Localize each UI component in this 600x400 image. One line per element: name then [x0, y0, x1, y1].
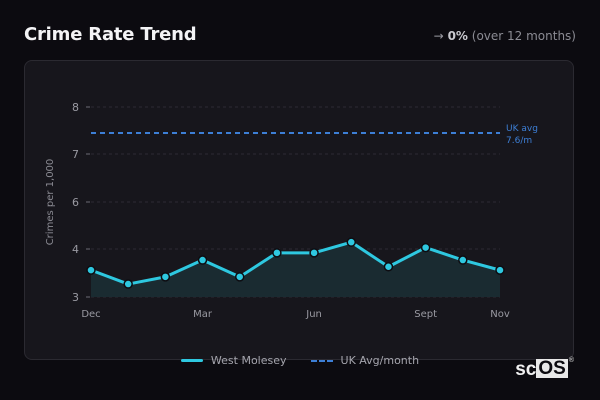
trend-percent: 0%	[447, 29, 468, 43]
chart-card	[24, 60, 574, 360]
data-point-marker[interactable]	[123, 279, 133, 289]
logo-text-left: sc	[515, 359, 537, 380]
chart-legend: West Molesey UK Avg/month	[0, 354, 600, 367]
data-point-marker[interactable]	[272, 248, 282, 258]
legend-label: West Molesey	[210, 354, 287, 367]
legend-item-west-molesey[interactable]: West Molesey	[180, 354, 287, 367]
page-title: Crime Rate Trend	[24, 24, 197, 45]
x-tick-label: Sept	[414, 309, 437, 320]
y-tick-label: 4	[72, 243, 79, 256]
series-area	[91, 242, 500, 297]
x-tick-label: Jun	[305, 309, 322, 320]
uk-avg-annotation-line2: 7.6/m	[506, 136, 532, 146]
data-point-marker[interactable]	[234, 272, 245, 282]
logo-text-right: OS	[536, 358, 568, 379]
x-tick-label: Mar	[193, 309, 213, 320]
data-point-marker[interactable]	[383, 262, 394, 272]
uk-avg-annotation-line1: UK avg	[506, 124, 538, 134]
data-point-marker[interactable]	[86, 265, 96, 275]
x-tick-label: Dec	[81, 309, 100, 320]
scos-logo: sc OS ®	[515, 357, 574, 381]
x-axis: Dec Mar Jun Sept Nov	[81, 309, 510, 320]
series-line-west-molesey	[90, 240, 501, 286]
registered-mark: ®	[568, 357, 574, 364]
trend-arrow-icon: →	[433, 29, 444, 43]
data-point-marker[interactable]	[495, 265, 505, 275]
y-tick-label: 8	[72, 101, 79, 114]
solid-line-swatch-icon	[180, 359, 203, 362]
y-axis-label: Crimes per 1,000	[45, 159, 56, 246]
y-tick-label: 3	[72, 291, 79, 304]
data-point-marker[interactable]	[197, 255, 208, 265]
data-point-marker[interactable]	[346, 237, 357, 247]
data-point-marker[interactable]	[309, 248, 319, 258]
legend-item-uk-avg[interactable]: UK Avg/month	[310, 354, 420, 367]
y-tick-label: 7	[72, 148, 79, 161]
x-tick-label: Nov	[490, 309, 510, 320]
data-markers	[86, 237, 505, 289]
y-tick-label: 6	[72, 196, 79, 209]
trend-summary: → 0% (over 12 months)	[434, 29, 576, 43]
data-point-marker[interactable]	[160, 272, 171, 282]
legend-label: UK Avg/month	[340, 354, 420, 367]
y-axis: 3 4 6 7 8	[72, 101, 90, 304]
dashed-line-swatch-icon	[310, 359, 333, 362]
data-point-marker[interactable]	[458, 255, 468, 265]
trend-period: (over 12 months)	[471, 29, 576, 43]
data-point-marker[interactable]	[420, 242, 431, 253]
